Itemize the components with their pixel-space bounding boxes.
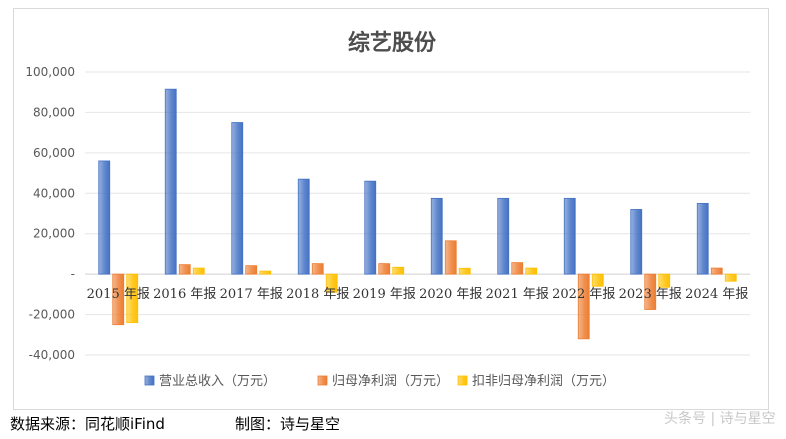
bar-net-profit [710,267,723,275]
bar-deducted-net-profit [259,270,272,275]
bar-deducted-net-profit [126,273,139,324]
y-tick-label: - [71,267,75,281]
bar-deducted-net-profit [591,273,604,287]
bar-net-profit [245,265,258,275]
bar-revenue [98,160,111,275]
bar-revenue [164,88,177,275]
y-tick-label: 60,000 [33,146,75,160]
chart-title: 综艺股份 [347,30,436,56]
bar-net-profit [577,273,590,340]
x-tick-label: 2021 年报 [486,287,549,302]
bar-revenue [563,197,576,275]
x-tick-label: 2023 年报 [619,287,682,302]
chart-panel: 综艺股份 [13,8,769,410]
y-tick-label: -40,000 [29,348,75,362]
legend-swatch [457,375,468,386]
bar-revenue [364,180,377,275]
legend-label: 营业总收入（万元） [159,374,276,389]
x-tick-label: 2018 年报 [286,287,349,302]
bar-net-profit [178,264,191,275]
bar-net-profit [511,262,524,275]
legend-label: 扣非归母净利润（万元） [472,374,615,389]
y-tick-label: 80,000 [33,105,75,119]
bar-deducted-net-profit [525,267,538,275]
bar-revenue [630,209,643,275]
bar-deducted-net-profit [658,273,671,288]
x-tick-label: 2015 年报 [87,287,150,302]
bar-deducted-net-profit [458,267,471,275]
bar-revenue [297,178,310,275]
bar-revenue [497,197,510,275]
legend-label: 归母净利润（万元） [332,374,449,389]
bar-net-profit [644,273,657,310]
x-tick-label: 2024 年报 [685,287,748,302]
y-tick-label: 100,000 [25,65,75,79]
bar-deducted-net-profit [392,266,405,275]
y-tick-label: 40,000 [33,186,75,200]
y-tick-label: -20,000 [29,308,75,322]
y-tick-label: 20,000 [33,227,75,241]
bar-net-profit [444,240,457,275]
bar-revenue [696,202,709,275]
data-source-label: 数据来源：同花顺iFind [10,415,165,433]
legend-swatch [317,375,328,386]
bar-revenue [231,122,244,275]
bar-deducted-net-profit [192,267,205,275]
x-tick-label: 2017 年报 [220,287,283,302]
bar-revenue [430,197,443,275]
bar-chart: 100,000 80,000 60,000 40,000 20,000 - -20,000 -… [25,65,750,389]
bar-net-profit [311,263,324,275]
x-tick-label: 2016 年报 [153,287,216,302]
x-tick-label: 2020 年报 [419,287,482,302]
watermark: 头条号 | 诗与星空 [664,411,776,427]
legend-swatch [144,375,155,386]
chart-credit-label: 制图：诗与星空 [235,415,341,433]
bar-deducted-net-profit [325,273,338,293]
bar-net-profit [378,263,391,275]
x-tick-label: 2019 年报 [353,287,416,302]
bar-net-profit [112,273,125,326]
bar-deducted-net-profit [724,273,737,282]
x-tick-label: 2022 年报 [552,287,615,302]
